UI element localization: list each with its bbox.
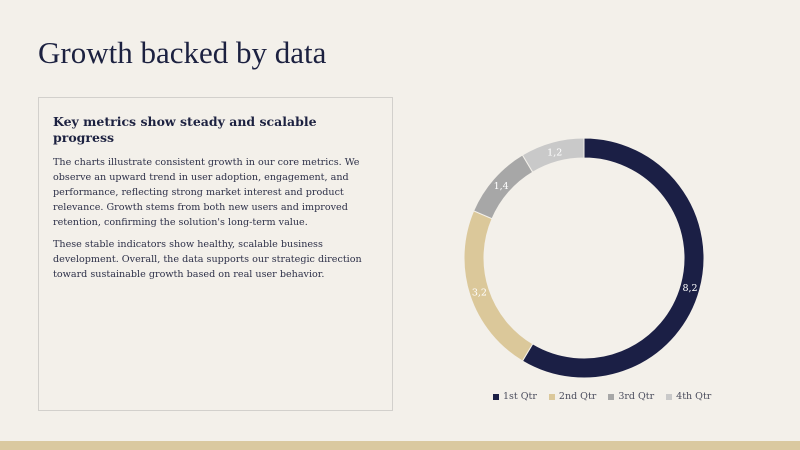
legend-item-4th-qtr: 4th Qtr <box>666 391 711 402</box>
data-label-4th-qtr: 1,2 <box>547 147 562 158</box>
legend-swatch <box>493 393 499 400</box>
legend-swatch <box>666 393 673 400</box>
text-box-paragraph-1: The charts illustrate consistent growth … <box>53 156 360 229</box>
legend-item-1st-qtr: 1st Qtr <box>493 391 537 402</box>
text-box: Key metrics show steady and scalable pro… <box>38 97 393 411</box>
doughnut-chart: 8,2 3,2 1,4 1,2 <box>463 137 705 379</box>
legend-label: 4th Qtr <box>676 391 712 402</box>
data-label-3rd-qtr: 1,4 <box>494 181 509 192</box>
slice-4th-qtr <box>521 137 585 173</box>
bottom-accent-bar <box>0 441 800 450</box>
legend-label: 2nd Qtr <box>558 391 597 402</box>
slice-2nd-qtr <box>463 210 534 362</box>
slice-1st-qtr <box>521 137 705 379</box>
text-box-paragraph-2: These stable indicators show healthy, sc… <box>53 238 362 280</box>
data-label-2nd-qtr: 3,2 <box>472 287 487 298</box>
legend-swatch <box>608 393 615 400</box>
legend-item-2nd-qtr: 2nd Qtr <box>548 391 597 402</box>
legend-swatch <box>548 393 555 400</box>
legend-item-3rd-qtr: 3rd Qtr <box>608 391 654 402</box>
chart-legend: 1st Qtr 2nd Qtr 3rd Qtr 4th Qtr <box>493 391 711 402</box>
data-label-1st-qtr: 8,2 <box>682 283 697 294</box>
legend-label: 3rd Qtr <box>618 391 655 402</box>
slide-title: Growth backed by data <box>38 35 327 70</box>
legend-label: 1st Qtr <box>503 391 537 402</box>
text-box-heading: Key metrics show steady and scalable pro… <box>53 114 317 146</box>
